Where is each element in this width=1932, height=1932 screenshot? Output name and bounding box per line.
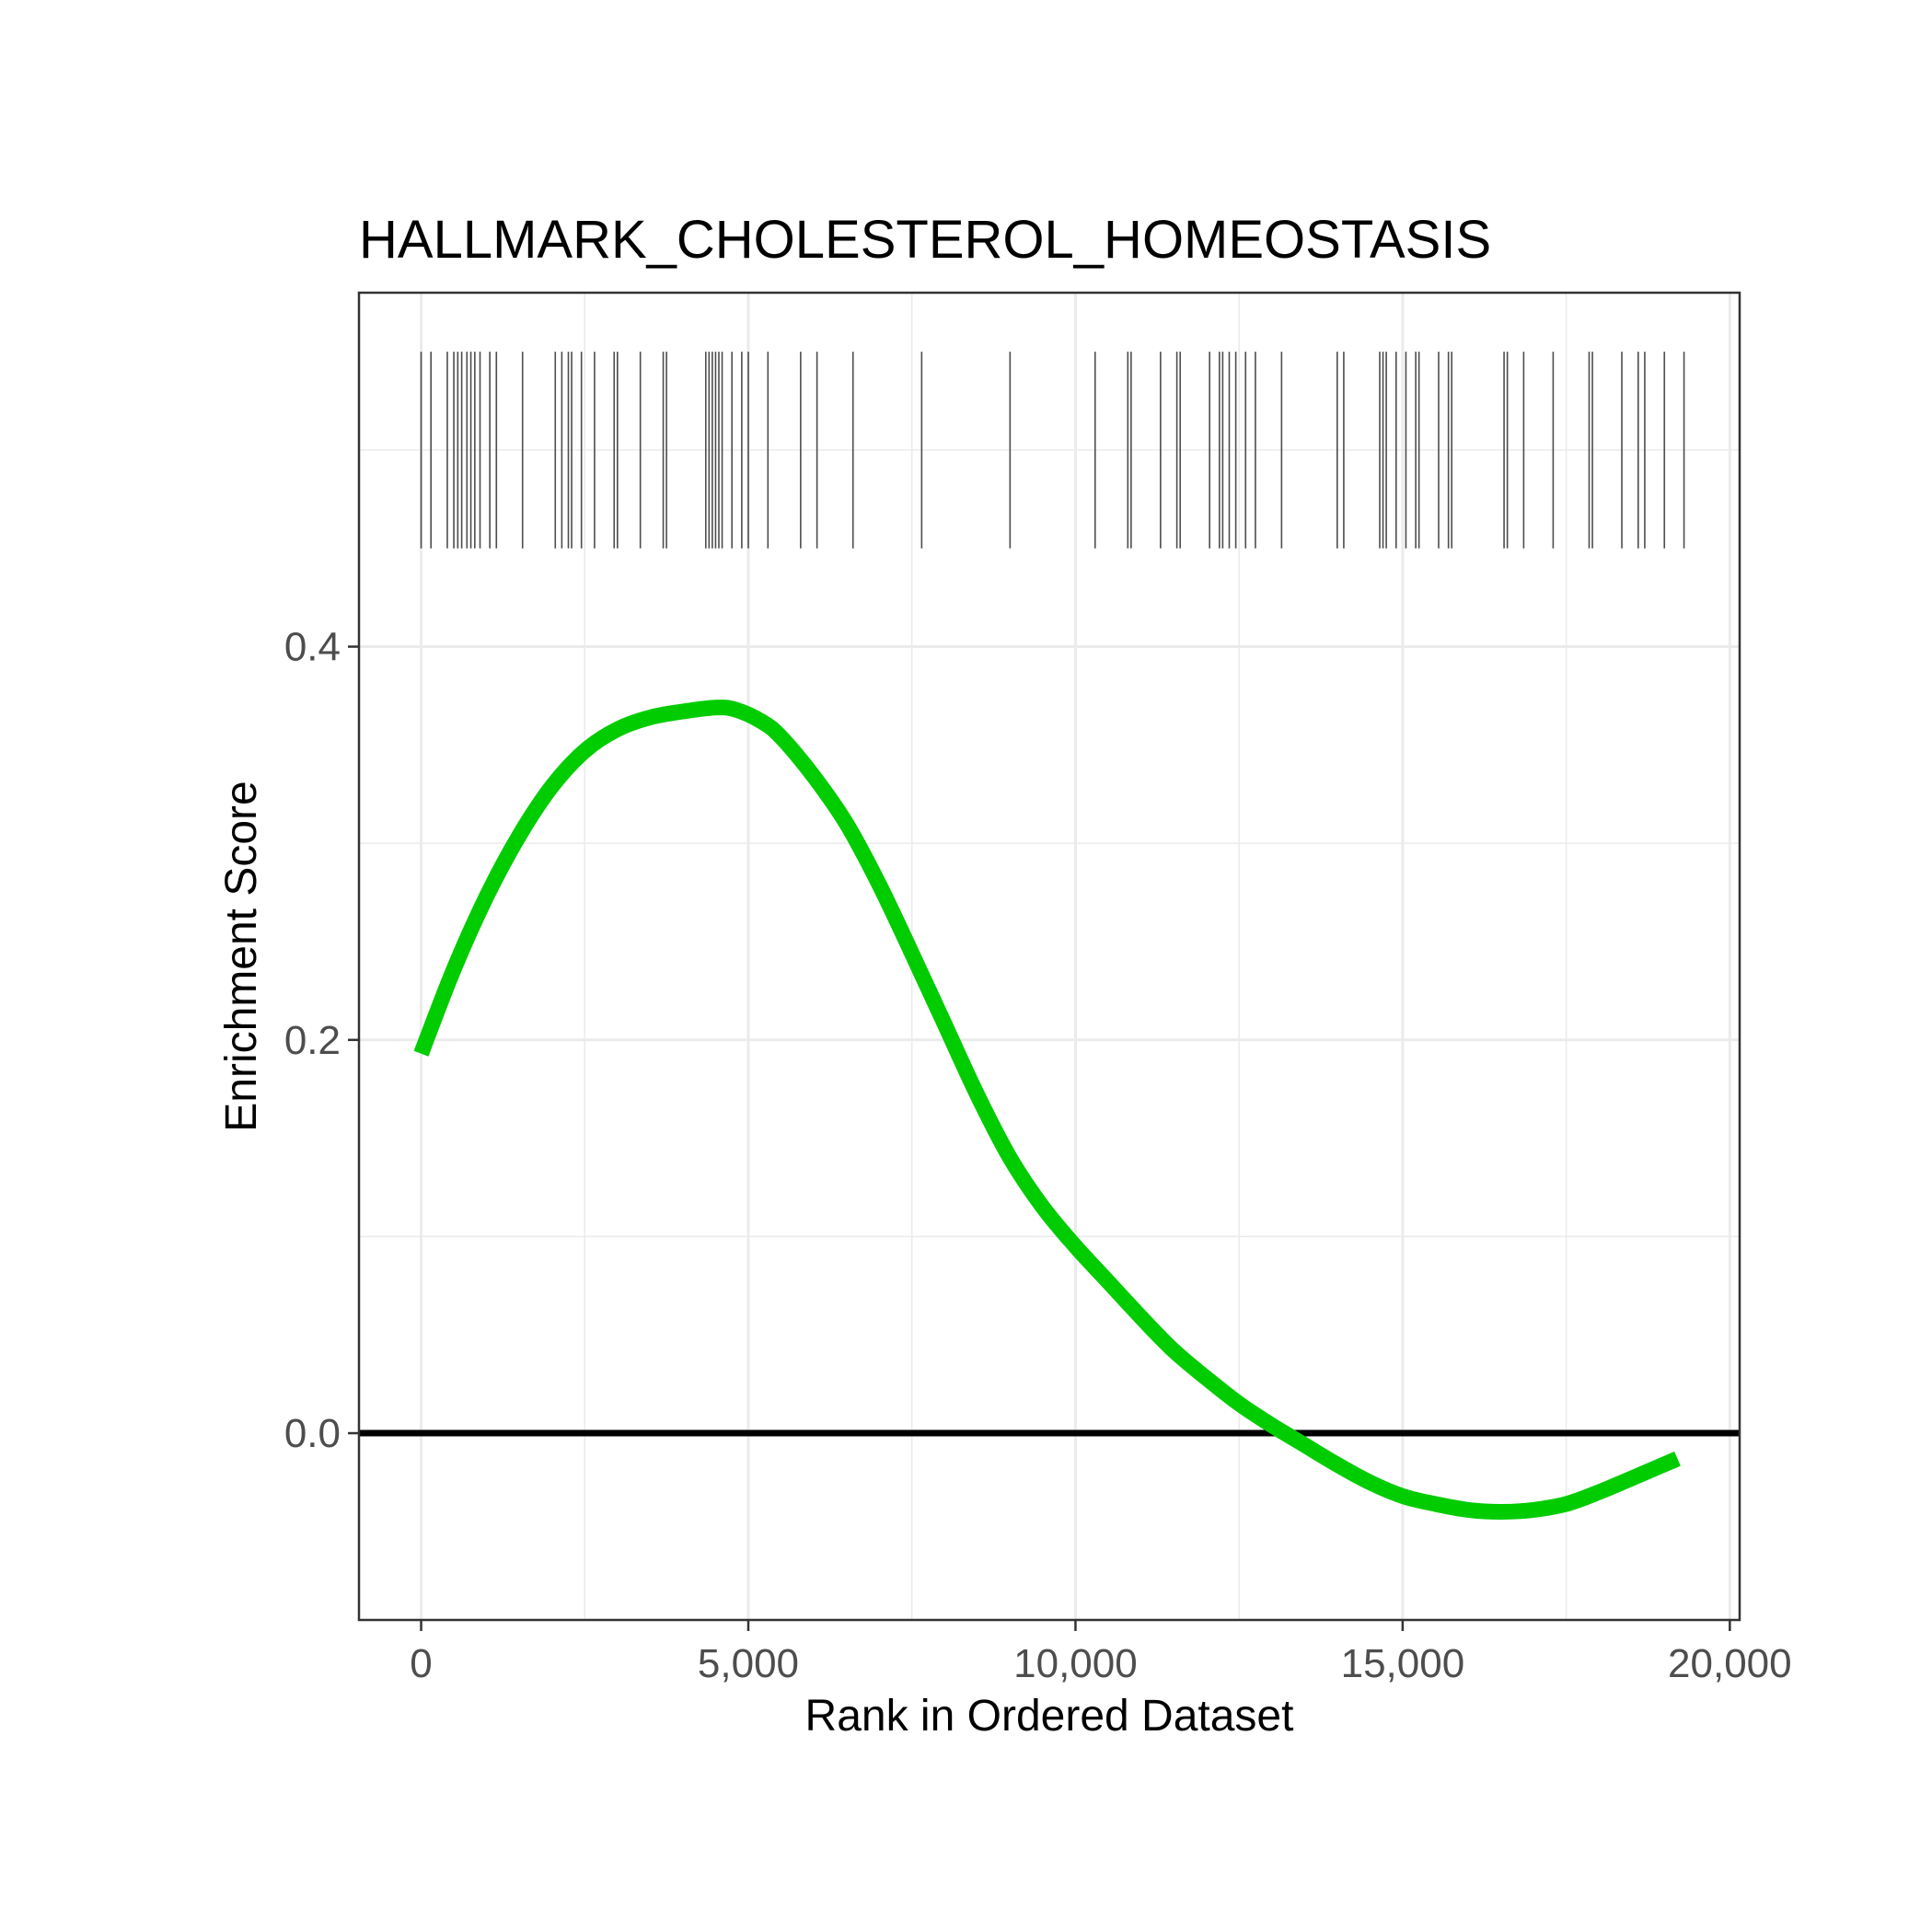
chart-title: HALLMARK_CHOLESTEROL_HOMEOSTASIS (359, 210, 1491, 270)
enrichment-score-curve (413, 700, 1681, 1520)
x-axis: 0 5,000 10,000 15,000 20,000 (410, 1620, 1792, 1686)
x-axis-title: Rank in Ordered Dataset (805, 1692, 1294, 1741)
gene-hit-ticks (420, 352, 1685, 549)
plot-border (357, 291, 1741, 1622)
x-tick-label: 0 (410, 1641, 432, 1686)
y-tick-label: 0.2 (284, 1018, 341, 1063)
x-tick-label: 5,000 (698, 1641, 799, 1686)
y-axis: 0.0 0.2 0.4 (284, 625, 359, 1456)
y-tick-label: 0.4 (284, 625, 341, 670)
x-tick-label: 15,000 (1341, 1641, 1465, 1686)
y-axis-title: Enrichment Score (217, 781, 266, 1132)
x-tick-label: 10,000 (1013, 1641, 1138, 1686)
y-tick-label: 0.0 (284, 1411, 341, 1456)
x-tick-label: 20,000 (1668, 1641, 1792, 1686)
plot-panel (357, 291, 1741, 1622)
